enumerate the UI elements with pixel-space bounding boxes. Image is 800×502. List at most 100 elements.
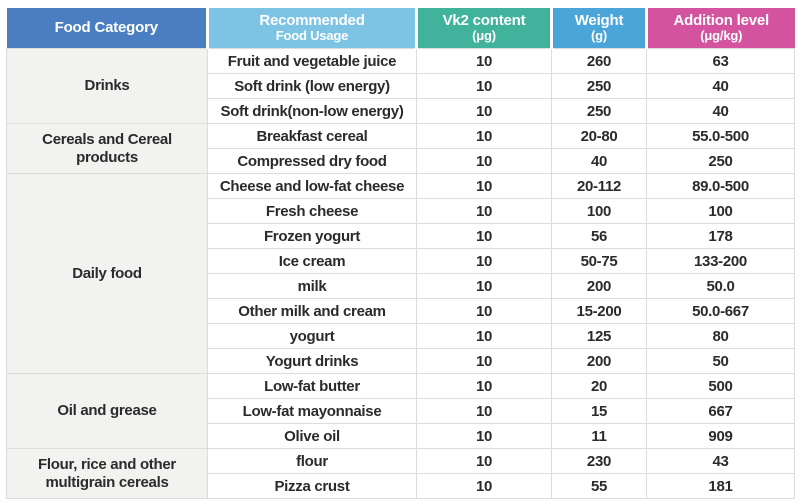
column-header-vk2-content: Vk2 content (μg) [415, 8, 552, 49]
table-row: Compressed dry food 10 40 250 [7, 148, 795, 174]
addition-level-cell: 63 [646, 48, 795, 74]
table-body: Drinks Fruit and vegetable juice 10 260 63 So… [6, 48, 795, 499]
vk2-content-cell: 10 [416, 348, 552, 374]
addition-level-cell: 133-200 [646, 248, 795, 274]
table-row: Soft drink (low energy) 10 250 40 [7, 73, 795, 99]
column-title: Weight [574, 12, 624, 30]
addition-level-cell: 178 [646, 223, 795, 249]
column-unit: (μg/kg) [700, 28, 743, 44]
weight-cell: 50-75 [551, 248, 647, 274]
table-row: Daily food Cheese and low-fat cheese 10 20-… [6, 173, 795, 374]
table-row: Ice cream 10 50-75 133-200 [7, 248, 795, 274]
food-usage-cell: Breakfast cereal [207, 123, 417, 149]
weight-cell: 11 [551, 423, 647, 449]
table-row: Fresh cheese 10 100 100 [7, 198, 795, 224]
weight-cell: 250 [551, 73, 647, 99]
vk2-content-cell: 10 [416, 423, 552, 449]
weight-cell: 15 [551, 398, 647, 424]
column-unit: Food Usage [275, 28, 349, 44]
food-usage-cell: Fruit and vegetable juice [207, 48, 417, 74]
weight-cell: 250 [551, 98, 647, 124]
table-row: Cereals and Cereal products Breakfast cer… [6, 123, 795, 174]
vk2-content-cell: 10 [416, 223, 552, 249]
table-row: Olive oil 10 11 909 [7, 423, 795, 449]
column-header-recommended-food-usage: Recommended Food Usage [206, 8, 417, 49]
weight-cell: 230 [551, 448, 647, 474]
weight-cell: 55 [551, 473, 647, 499]
addition-level-cell: 909 [646, 423, 795, 449]
category-cell: Daily food [6, 173, 208, 374]
food-usage-cell: flour [207, 448, 417, 474]
addition-level-cell: 50.0 [646, 273, 795, 299]
category-cell: Drinks [6, 48, 208, 124]
weight-cell: 125 [551, 323, 647, 349]
weight-cell: 56 [551, 223, 647, 249]
weight-cell: 200 [551, 348, 647, 374]
food-usage-cell: Frozen yogurt [207, 223, 417, 249]
addition-level-cell: 181 [646, 473, 795, 499]
food-usage-cell: Soft drink(non-low energy) [207, 98, 417, 124]
weight-cell: 20 [551, 373, 647, 399]
vk2-content-cell: 10 [416, 373, 552, 399]
food-usage-cell: Other milk and cream [207, 298, 417, 324]
vk2-content-cell: 10 [416, 273, 552, 299]
food-usage-cell: Soft drink (low energy) [207, 73, 417, 99]
food-usage-cell: Yogurt drinks [207, 348, 417, 374]
food-usage-cell: Compressed dry food [207, 148, 417, 174]
weight-cell: 260 [551, 48, 647, 74]
addition-level-cell: 40 [646, 98, 795, 124]
weight-cell: 200 [551, 273, 647, 299]
table-row: milk 10 200 50.0 [7, 273, 795, 299]
table-row: Flour, rice and other multigrain cereals… [6, 448, 795, 499]
vk2-content-cell: 10 [416, 148, 552, 174]
addition-level-cell: 89.0-500 [646, 173, 795, 199]
column-unit: (μg) [472, 28, 496, 44]
addition-level-cell: 667 [646, 398, 795, 424]
column-title: Addition level [673, 12, 770, 30]
addition-level-cell: 55.0-500 [646, 123, 795, 149]
weight-cell: 100 [551, 198, 647, 224]
column-unit: (g) [591, 28, 607, 44]
weight-cell: 20-112 [551, 173, 647, 199]
food-usage-cell: Cheese and low-fat cheese [207, 173, 417, 199]
column-header-food-category: Food Category [6, 8, 208, 49]
vk2-content-cell: 10 [416, 323, 552, 349]
vk2-addition-table: Food Category Recommended Food Usage Vk2 co… [6, 8, 795, 499]
food-usage-cell: yogurt [207, 323, 417, 349]
column-title: Recommended [259, 12, 365, 30]
table-row: Oil and grease Low-fat butter 10 20 500 [6, 373, 795, 449]
vk2-content-cell: 10 [416, 73, 552, 99]
addition-level-cell: 50.0-667 [646, 298, 795, 324]
table-row: Yogurt drinks 10 200 50 [7, 348, 795, 374]
category-cell: Oil and grease [6, 373, 208, 449]
addition-level-cell: 50 [646, 348, 795, 374]
column-title: Food Category [54, 19, 158, 37]
vk2-content-cell: 10 [416, 48, 552, 74]
column-header-weight: Weight (g) [550, 8, 647, 49]
table-row: Pizza crust 10 55 181 [7, 473, 795, 499]
category-cell: Cereals and Cereal products [6, 123, 208, 174]
food-usage-cell: Ice cream [207, 248, 417, 274]
category-cell: Flour, rice and other multigrain cereals [6, 448, 208, 499]
table-row: yogurt 10 125 80 [7, 323, 795, 349]
weight-cell: 15-200 [551, 298, 647, 324]
food-usage-cell: Pizza crust [207, 473, 417, 499]
table-row: Drinks Fruit and vegetable juice 10 260 63 [6, 48, 795, 124]
weight-cell: 20-80 [551, 123, 647, 149]
food-usage-cell: milk [207, 273, 417, 299]
food-usage-cell: Low-fat butter [207, 373, 417, 399]
addition-level-cell: 500 [646, 373, 795, 399]
column-title: Vk2 content [442, 12, 526, 30]
vk2-content-cell: 10 [416, 98, 552, 124]
table-header: Food Category Recommended Food Usage Vk2 co… [6, 8, 795, 49]
table-row: Soft drink(non-low energy) 10 250 40 [7, 98, 795, 124]
addition-level-cell: 100 [646, 198, 795, 224]
vk2-content-cell: 10 [416, 123, 552, 149]
vk2-content-cell: 10 [416, 398, 552, 424]
addition-level-cell: 40 [646, 73, 795, 99]
vk2-content-cell: 10 [416, 298, 552, 324]
food-usage-cell: Low-fat mayonnaise [207, 398, 417, 424]
food-usage-cell: Fresh cheese [207, 198, 417, 224]
addition-level-cell: 80 [646, 323, 795, 349]
